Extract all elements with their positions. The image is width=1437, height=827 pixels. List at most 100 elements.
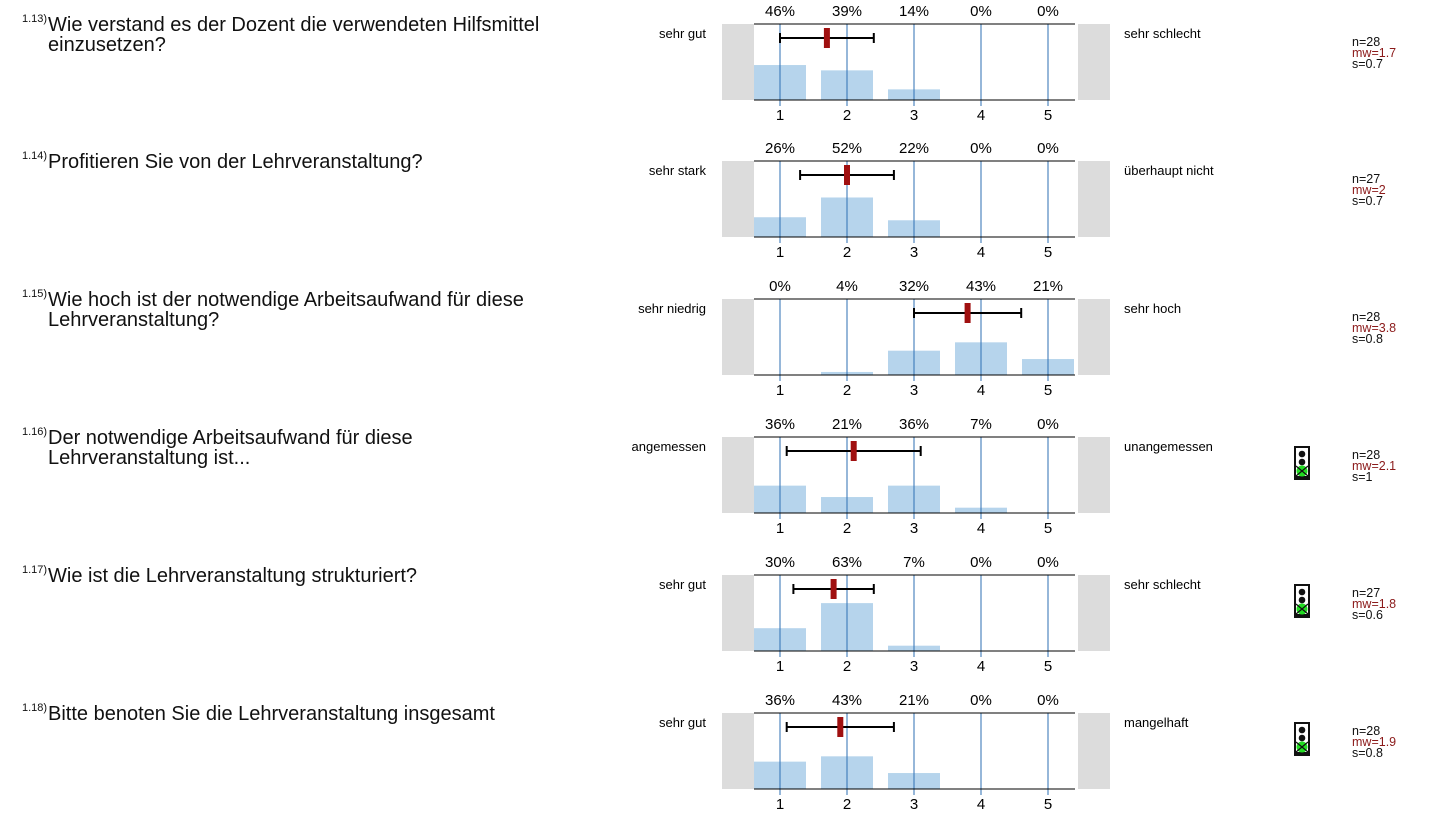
stat-n: n=28 <box>1352 448 1381 462</box>
question-text: Profitieren Sie von der Lehrveranstaltun… <box>48 151 423 173</box>
percent-label: 4% <box>836 278 858 295</box>
question-row: 1.13) Wie verstand es der Dozent die verw… <box>0 0 1437 138</box>
traffic-light-icon <box>1294 584 1310 618</box>
percent-label: 0% <box>1037 692 1059 709</box>
stat-mean: mw=2.1 <box>1352 459 1397 473</box>
traffic-light-base <box>1294 477 1310 480</box>
traffic-light-red-lamp <box>1298 588 1306 596</box>
tick-label-4: 4 <box>977 244 985 261</box>
tick-label-4: 4 <box>977 520 985 537</box>
right-scale-panel <box>1078 24 1110 100</box>
stat-mean: mw=1.7 <box>1352 46 1397 60</box>
percent-label: 0% <box>1037 554 1059 571</box>
percent-label: 36% <box>899 416 929 433</box>
question-number: 1.18) <box>22 702 48 714</box>
right-pole-label: unangemessen <box>1124 439 1213 454</box>
stat-n: n=27 <box>1352 172 1381 186</box>
traffic-light-cross-b <box>1295 741 1309 753</box>
question-text: Wie hoch ist der notwendige Arbeitsaufwa… <box>48 289 524 331</box>
stats-block: n=28 mw=1.7 s=0.7 <box>1352 36 1397 71</box>
mean-marker <box>830 579 837 599</box>
percent-label: 0% <box>970 3 992 20</box>
right-scale-panel <box>1078 437 1110 513</box>
stats-block: n=28 mw=2.1 s=1 <box>1352 448 1397 484</box>
tick-label-1: 1 <box>776 107 784 124</box>
right-scale-panel <box>1078 299 1110 375</box>
percent-label: 0% <box>769 278 791 295</box>
left-pole-label: angemessen <box>632 439 706 454</box>
left-scale-panel <box>722 575 754 651</box>
percent-label: 21% <box>899 692 929 709</box>
question-number: 1.15) <box>22 288 48 300</box>
percent-label: 30% <box>765 554 795 571</box>
tick-label-3: 3 <box>910 107 918 124</box>
tick-label-1: 1 <box>776 382 784 399</box>
traffic-light-red-lamp <box>1298 450 1306 458</box>
stat-mean: mw=3.8 <box>1352 321 1397 335</box>
tick-label-3: 3 <box>910 244 918 261</box>
tick-label-4: 4 <box>977 107 985 124</box>
traffic-light-yellow-lamp <box>1298 458 1306 466</box>
percent-label: 26% <box>765 140 795 157</box>
tick-label-5: 5 <box>1044 107 1052 124</box>
left-pole-label: sehr gut <box>659 715 706 730</box>
stat-sd: s=0.8 <box>1352 332 1383 346</box>
rating-chart: 36% 21% 36% 7% 0% 1 2 3 4 5 angemessen unangemessen <box>632 416 1213 537</box>
tick-label-4: 4 <box>977 796 985 813</box>
question-text: Wie ist die Lehrveranstaltung strukturie… <box>48 565 418 587</box>
traffic-light-cross-b <box>1295 603 1309 615</box>
stat-n: n=27 <box>1352 586 1381 600</box>
tick-label-2: 2 <box>843 244 851 261</box>
percent-label: 43% <box>832 692 862 709</box>
percent-label: 43% <box>966 278 996 295</box>
right-pole-label: sehr schlecht <box>1124 577 1201 592</box>
percent-label: 39% <box>832 3 862 20</box>
mean-marker <box>964 303 971 323</box>
mean-marker <box>823 28 830 48</box>
percent-label: 52% <box>832 140 862 157</box>
tick-label-5: 5 <box>1044 382 1052 399</box>
percent-label: 22% <box>899 140 929 157</box>
percent-label: 0% <box>970 554 992 571</box>
question-number: 1.13) <box>22 13 48 25</box>
left-pole-label: sehr gut <box>659 26 706 41</box>
stat-mean: mw=1.8 <box>1352 597 1397 611</box>
tick-label-5: 5 <box>1044 658 1052 675</box>
question-text: Der notwendige Arbeitsaufwand für diese … <box>48 427 413 469</box>
left-scale-panel <box>722 161 754 237</box>
right-scale-panel <box>1078 575 1110 651</box>
tick-label-4: 4 <box>977 658 985 675</box>
mean-marker <box>837 717 844 737</box>
right-pole-label: sehr schlecht <box>1124 26 1201 41</box>
question-number: 1.16) <box>22 426 48 438</box>
stat-sd: s=0.8 <box>1352 746 1383 760</box>
traffic-light-base <box>1294 615 1310 618</box>
stats-block: n=28 mw=1.9 s=0.8 <box>1352 725 1396 760</box>
rating-chart: 46% 39% 14% 0% 0% 1 2 3 4 5 sehr gut sehr schlecht <box>659 3 1201 124</box>
tick-label-3: 3 <box>910 382 918 399</box>
tick-label-2: 2 <box>843 107 851 124</box>
right-pole-label: mangelhaft <box>1124 715 1189 730</box>
left-scale-panel <box>722 299 754 375</box>
stat-mean: mw=2 <box>1352 183 1386 197</box>
rating-chart: 30% 63% 7% 0% 0% 1 2 3 4 5 sehr gut sehr schlecht <box>659 554 1201 675</box>
mean-marker <box>844 165 850 185</box>
stat-sd: s=1 <box>1352 470 1373 484</box>
traffic-light-cross-b <box>1295 465 1309 477</box>
percent-label: 0% <box>1037 3 1059 20</box>
question-number: 1.17) <box>22 564 48 576</box>
percent-label: 0% <box>1037 416 1059 433</box>
rating-chart: 26% 52% 22% 0% 0% 1 2 3 4 5 sehr stark überhaupt ni… <box>649 140 1214 261</box>
percent-label: 46% <box>765 3 795 20</box>
traffic-light-icon <box>1294 446 1310 480</box>
stats-block: n=28 mw=3.8 s=0.8 <box>1352 311 1397 346</box>
tick-label-5: 5 <box>1044 244 1052 261</box>
question-text: Wie verstand es der Dozent die verwendet… <box>48 14 540 56</box>
tick-label-1: 1 <box>776 658 784 675</box>
tick-label-5: 5 <box>1044 796 1052 813</box>
question-row: 1.14) Profitieren Sie von der Lehrveranst… <box>0 137 1437 275</box>
percent-label: 0% <box>970 140 992 157</box>
question-row: 1.15) Wie hoch ist der notwendige Arbeits… <box>0 275 1437 413</box>
percent-label: 32% <box>899 278 929 295</box>
traffic-light-icon <box>1294 722 1310 756</box>
